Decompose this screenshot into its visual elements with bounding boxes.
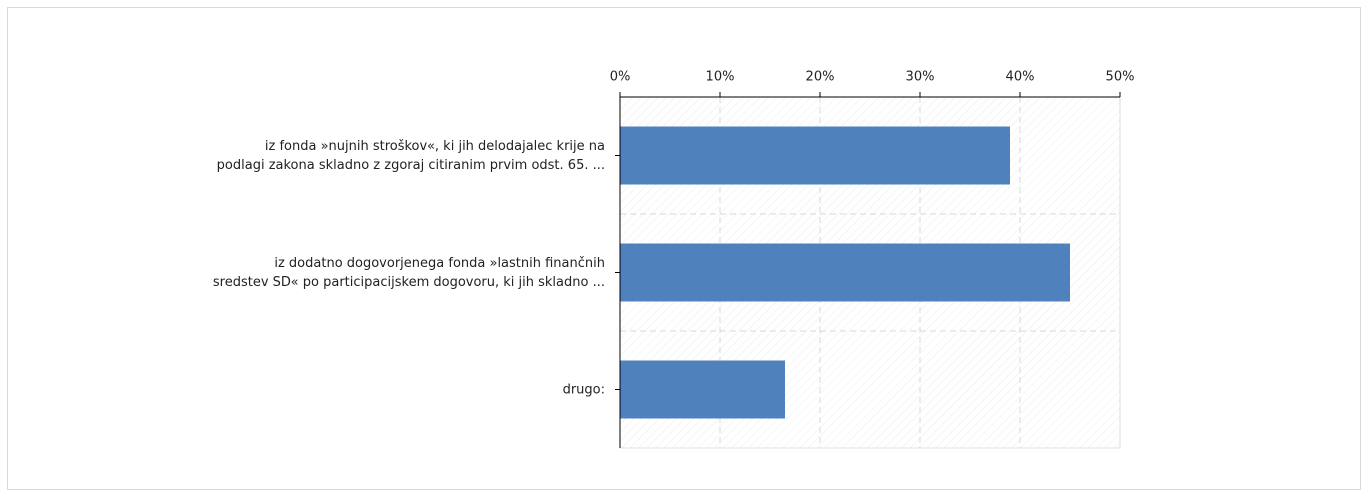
- x-tick-label: 50%: [1106, 70, 1135, 85]
- label-line: sredstev SD« po participacijskem dogovor…: [213, 275, 605, 290]
- bar: [620, 126, 1010, 185]
- x-tick-label: 0%: [610, 70, 631, 85]
- label-line: podlagi zakona skladno z zgoraj citirani…: [217, 158, 605, 173]
- x-tick-label: 40%: [1006, 70, 1035, 85]
- label-line: iz dodatno dogovorjenega fonda »lastnih …: [274, 256, 605, 271]
- x-tick-label: 20%: [806, 70, 835, 85]
- label-line: iz fonda »nujnih stroškov«, ki jih delod…: [265, 139, 605, 154]
- x-tick-label: 30%: [906, 70, 935, 85]
- y-tick-label: drugo:: [563, 382, 605, 397]
- y-tick-label: iz dodatno dogovorjenega fonda »lastnih …: [213, 256, 605, 290]
- y-tick-label: iz fonda »nujnih stroškov«, ki jih delod…: [217, 139, 605, 173]
- label-line: drugo:: [563, 382, 605, 397]
- bar: [620, 360, 785, 419]
- bar: [620, 243, 1070, 302]
- x-tick-label: 10%: [706, 70, 735, 85]
